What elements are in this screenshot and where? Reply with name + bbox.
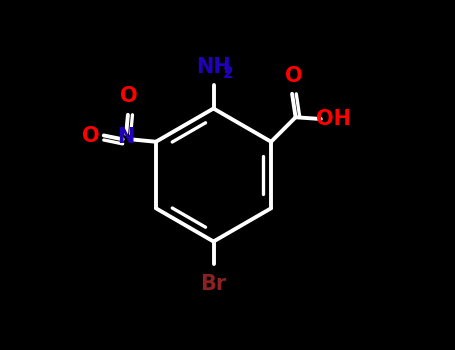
Text: O: O <box>285 66 303 86</box>
Text: Br: Br <box>200 274 227 294</box>
Text: N: N <box>117 127 135 147</box>
Text: NH: NH <box>196 57 231 77</box>
Text: O: O <box>120 86 138 106</box>
Text: OH: OH <box>316 109 351 129</box>
Text: 2: 2 <box>223 66 233 81</box>
Text: O: O <box>82 126 100 147</box>
